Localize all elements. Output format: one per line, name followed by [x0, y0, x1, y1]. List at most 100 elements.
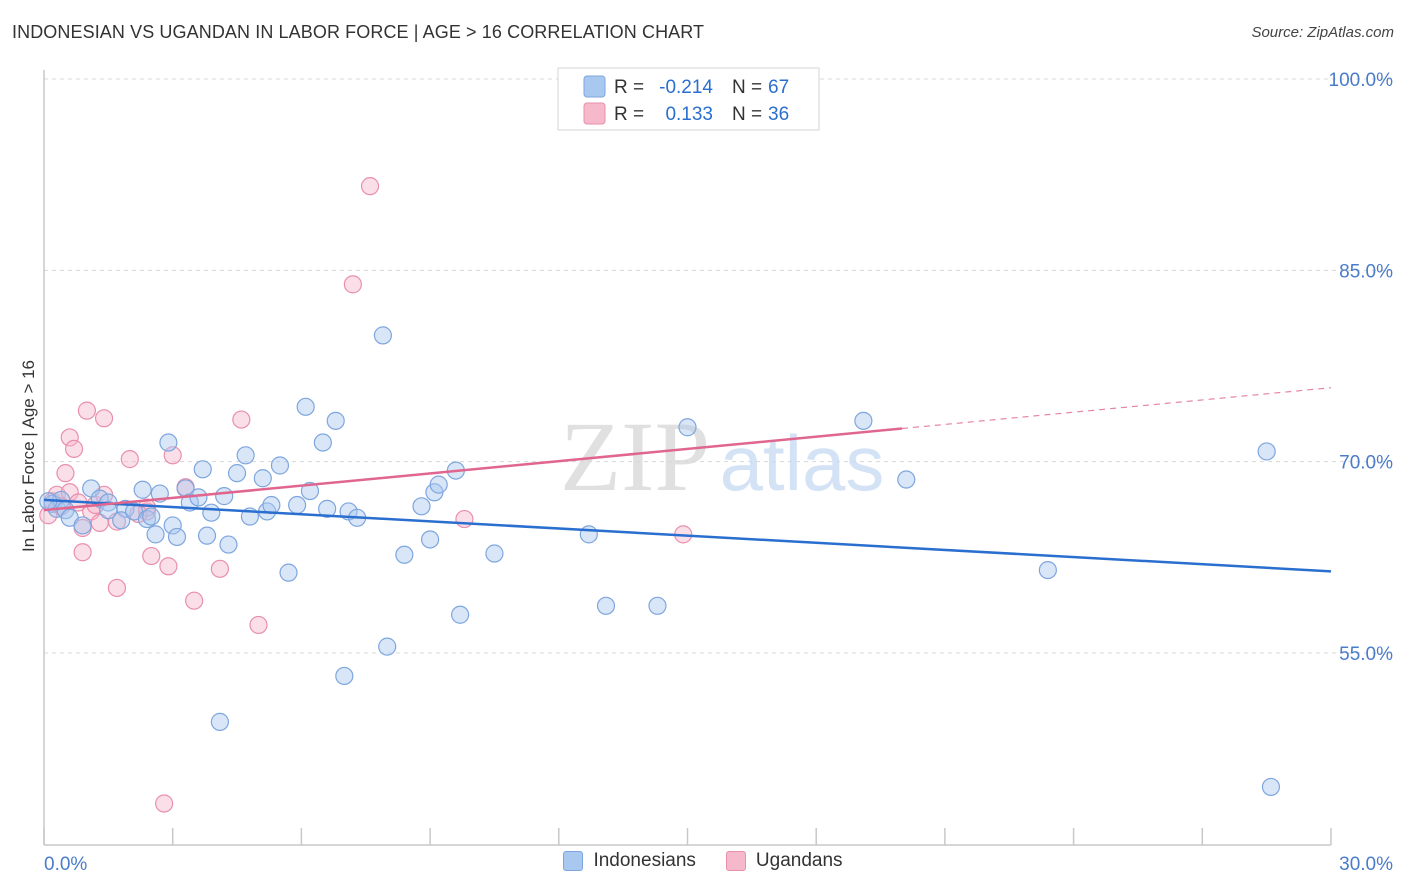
y-tick-label: 55.0% — [1339, 644, 1393, 665]
indonesian-point — [579, 525, 598, 544]
ugandans-swatch — [725, 851, 746, 871]
indonesian-point — [253, 469, 272, 488]
trend-lines — [43, 387, 1332, 573]
indonesian-point — [429, 475, 448, 494]
ugandan-point — [155, 794, 174, 813]
indonesian-point — [288, 495, 307, 515]
ugandan-point — [249, 615, 268, 635]
chart-title: INDONESIAN VS UGANDAN IN LABOR FORCE | A… — [12, 22, 705, 42]
indonesian-point — [373, 326, 393, 345]
legend-n-label: N = — [732, 77, 762, 98]
ugandans-points — [39, 177, 693, 813]
y-tick-label: 100.0% — [1329, 70, 1394, 91]
indonesian-point — [215, 487, 234, 506]
indonesian-point — [678, 418, 697, 437]
indonesian-point — [300, 481, 320, 501]
indonesian-point — [378, 637, 397, 656]
x-tick-label: 30.0% — [1339, 854, 1393, 875]
legend-label-indonesians: Indonesians — [593, 850, 696, 871]
indonesian-point — [197, 526, 217, 545]
indonesian-point — [313, 433, 332, 452]
legend-r-value: 0.133 — [665, 104, 713, 125]
series-legend: Indonesians Ugandans — [0, 850, 1406, 872]
ugandan-point — [73, 543, 92, 562]
legend-n-value: 36 — [768, 104, 789, 125]
indonesian-point — [133, 480, 152, 499]
indonesian-point — [1261, 777, 1281, 797]
indonesian-point — [326, 411, 345, 430]
ugandan-point — [107, 578, 127, 598]
indonesian-point — [485, 544, 504, 563]
indonesian-point — [270, 456, 290, 475]
ugandan-point — [77, 401, 97, 420]
indonesian-point — [335, 666, 354, 686]
legend-r-label: R = — [614, 104, 644, 125]
indonesian-point — [412, 497, 431, 516]
legend-n-value: 67 — [768, 77, 789, 98]
y-tick-label: 70.0% — [1339, 453, 1393, 474]
ugandans-trend-extension — [901, 387, 1332, 430]
ugandans-trend-line — [43, 427, 903, 512]
indonesian-point — [159, 433, 178, 452]
ugandan-point — [159, 557, 178, 576]
indonesians-trend-line — [43, 498, 1332, 573]
indonesian-point — [189, 488, 208, 507]
y-axis-label: In Labor Force | Age > 16 — [19, 360, 38, 552]
indonesians-swatch — [563, 851, 584, 871]
indonesian-point — [648, 596, 667, 615]
indonesian-point — [1257, 442, 1276, 461]
ugandan-point — [360, 177, 380, 196]
x-tick-label: 0.0% — [44, 854, 87, 875]
legend-swatch-ugandans — [583, 102, 606, 125]
indonesian-point — [219, 535, 238, 554]
indonesian-point — [193, 460, 212, 479]
indonesian-point — [236, 446, 255, 465]
indonesian-point — [146, 525, 165, 544]
indonesian-point — [854, 411, 873, 430]
ugandan-point — [185, 591, 204, 610]
indonesian-point — [142, 507, 161, 526]
indonesian-point — [451, 605, 470, 624]
ugandan-point — [232, 410, 251, 429]
tick-labels: 55.0% 70.0% 85.0% 100.0% 0.0% 30.0% — [44, 70, 1393, 875]
legend-r-label: R = — [614, 77, 644, 98]
indonesian-point — [163, 516, 182, 535]
source-label: Source: ZipAtlas.com — [1251, 24, 1394, 41]
ugandan-point — [142, 546, 161, 566]
indonesian-point — [395, 545, 414, 564]
legend-swatch-indonesians — [583, 75, 606, 98]
legend-r-value: -0.214 — [659, 77, 713, 98]
indonesian-point — [421, 530, 440, 549]
indonesian-point — [1038, 560, 1057, 580]
legend-item-indonesians[interactable]: Indonesians — [563, 850, 696, 872]
indonesian-point — [227, 464, 247, 483]
correlation-legend: R = -0.214 N = 67 R = 0.133 N = 36 — [557, 67, 820, 131]
ugandan-point — [343, 275, 362, 294]
gridlines — [44, 78, 1394, 654]
indonesian-point — [279, 563, 298, 582]
indonesian-point — [596, 596, 616, 615]
indonesian-point — [73, 516, 92, 535]
indonesian-point — [318, 499, 337, 518]
ugandan-point — [455, 509, 474, 529]
ugandan-point — [94, 409, 114, 428]
watermark-zip: ZIP — [560, 401, 710, 512]
indonesian-point — [210, 712, 229, 731]
ugandan-point — [60, 428, 79, 447]
ugandan-point — [120, 450, 139, 469]
indonesian-point — [167, 527, 187, 547]
ugandan-point — [56, 464, 75, 483]
indonesian-point — [112, 511, 131, 530]
y-tick-label: 85.0% — [1339, 261, 1393, 282]
indonesians-points — [39, 326, 1281, 797]
legend-label-ugandans: Ugandans — [755, 850, 843, 871]
indonesian-point — [296, 397, 315, 416]
ugandan-point — [64, 439, 84, 459]
ugandan-point — [210, 559, 229, 578]
legend-item-ugandans[interactable]: Ugandans — [725, 850, 843, 872]
legend-n-label: N = — [732, 104, 762, 125]
indonesian-point — [897, 470, 916, 489]
axes — [43, 70, 1332, 846]
indonesian-point — [202, 503, 221, 522]
